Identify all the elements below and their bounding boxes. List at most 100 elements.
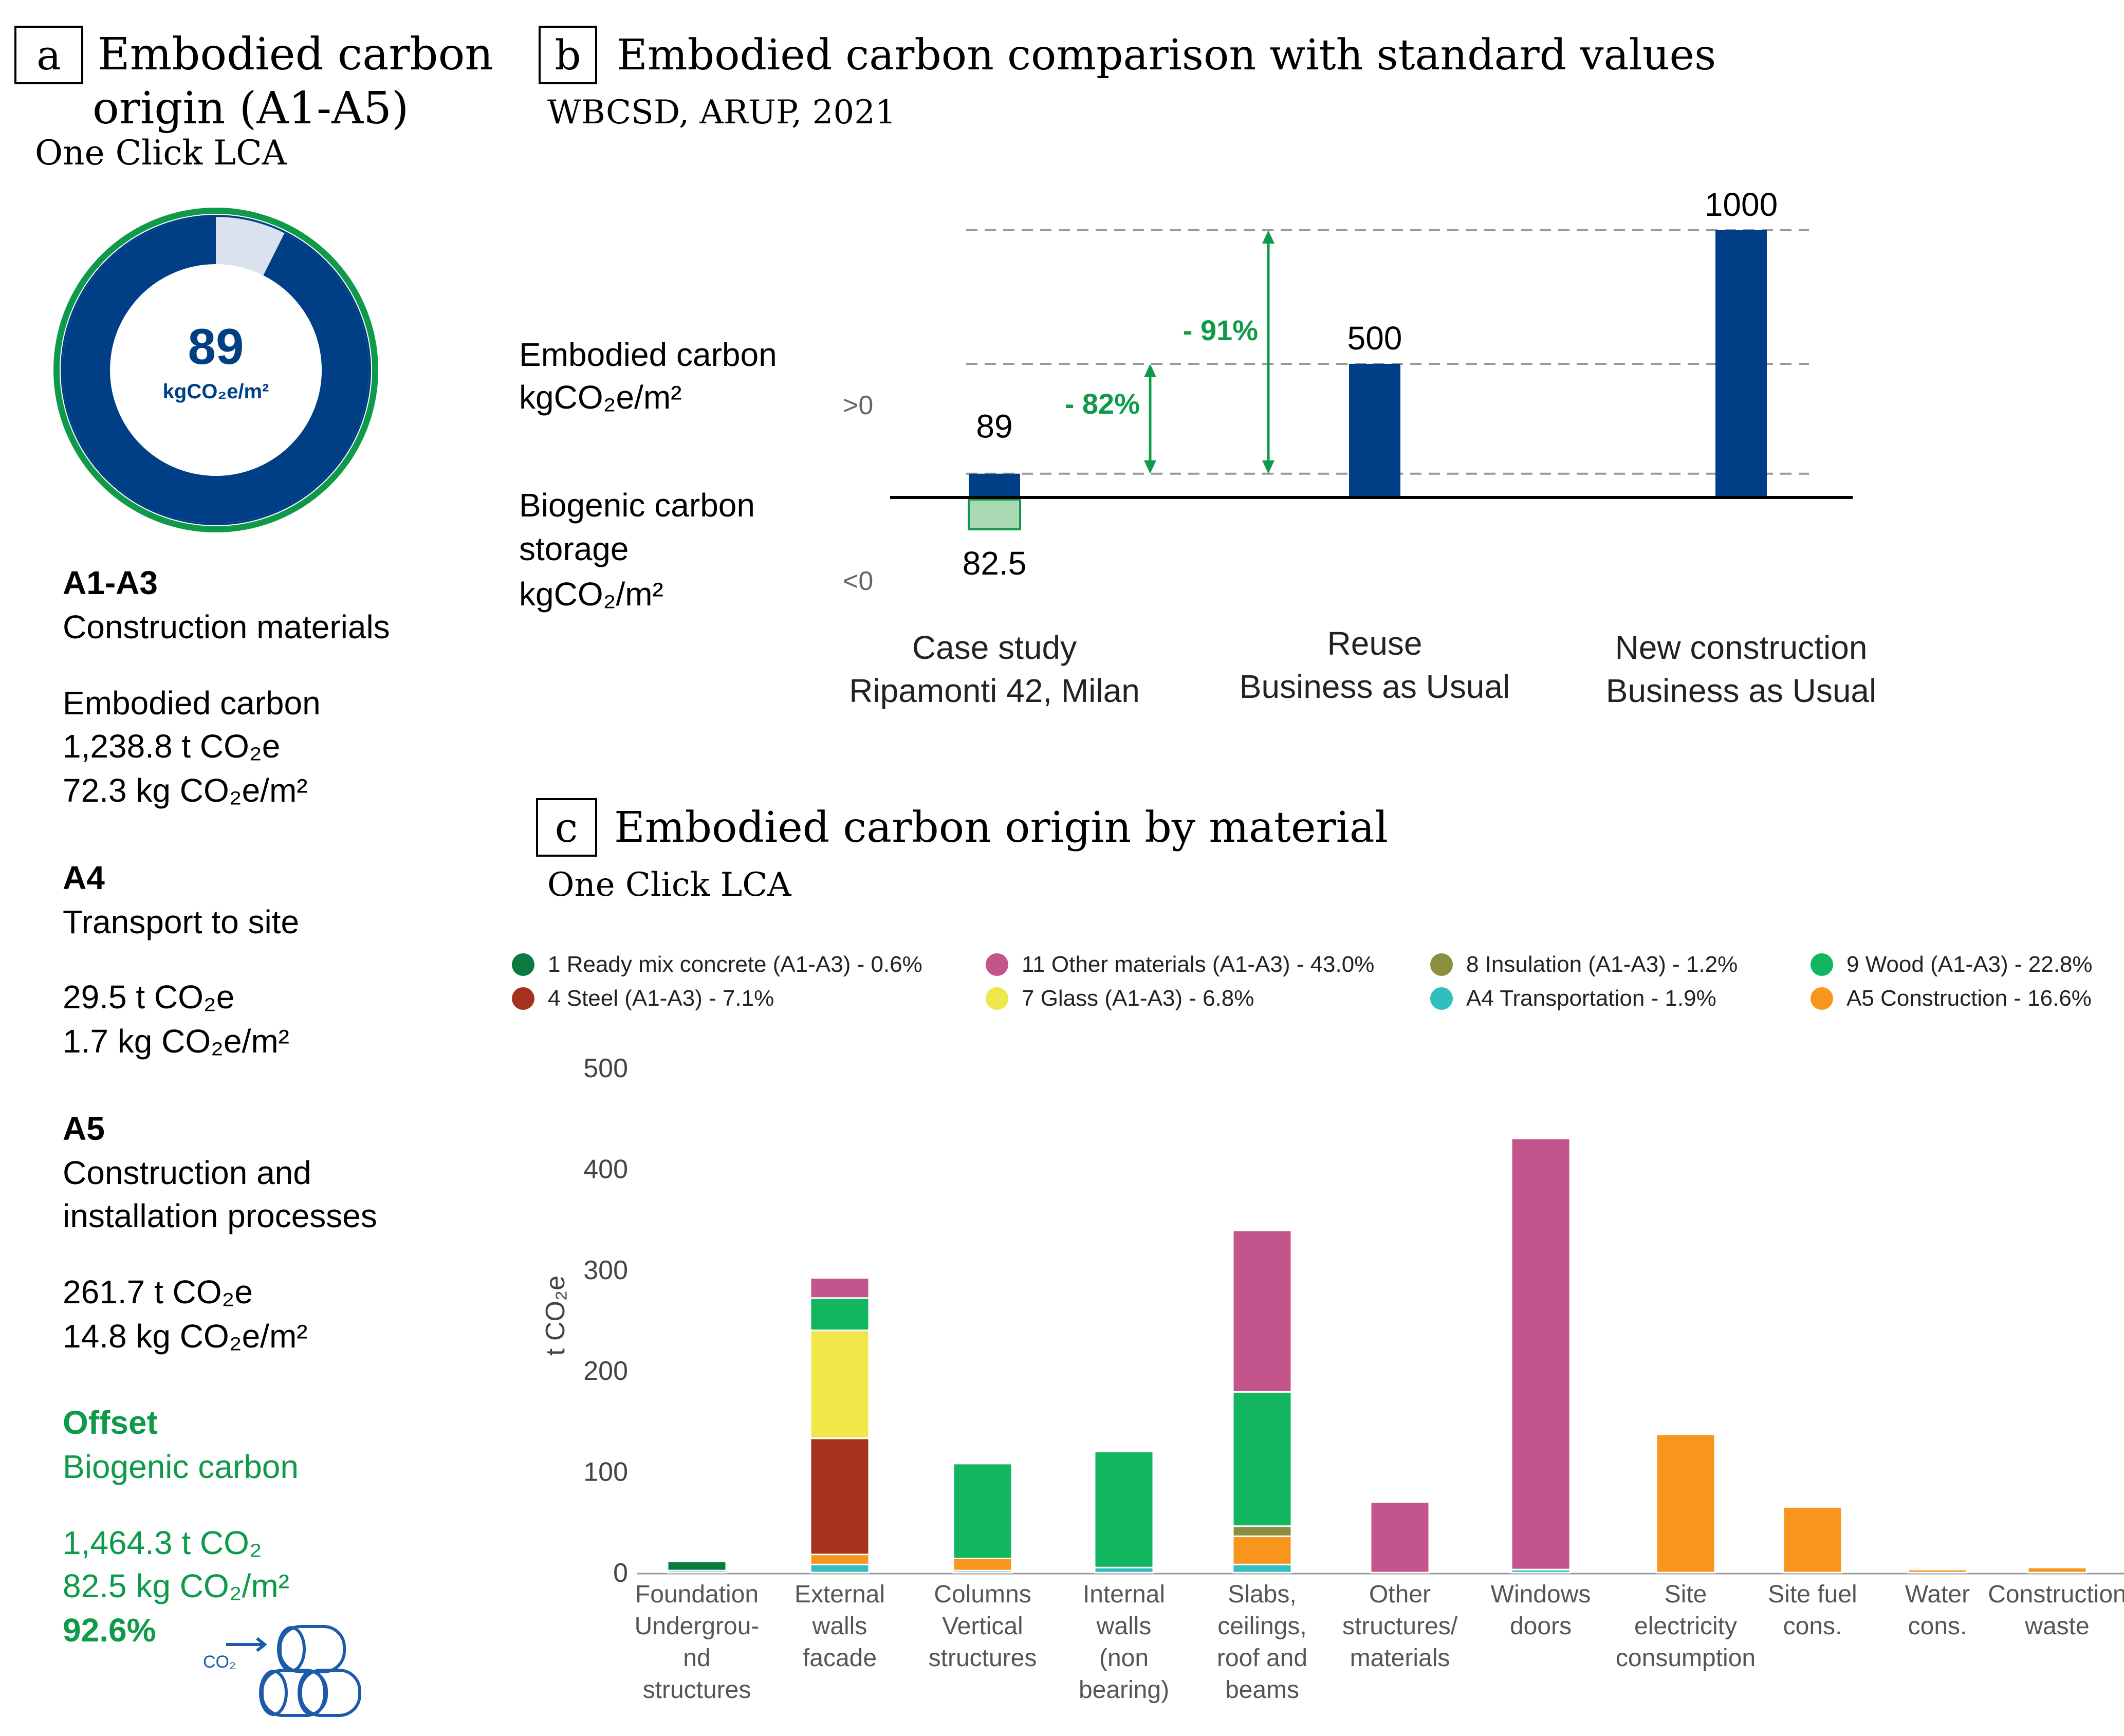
- bar-value-label: 89: [976, 408, 1012, 445]
- x-category-label: Slabs,: [1228, 1581, 1296, 1608]
- x-category-label: nd: [683, 1645, 710, 1672]
- x-category-label: doors: [1510, 1613, 1572, 1640]
- stacked-bar-segment: [952, 1463, 1013, 1560]
- x-category-label: walls: [1096, 1613, 1152, 1640]
- stacked-bar-segment: [809, 1329, 870, 1439]
- x-category-label: Columns: [934, 1581, 1031, 1608]
- x-category-label: structures: [929, 1645, 1037, 1672]
- y-tick-label: 400: [583, 1154, 628, 1184]
- legend-label: 11 Other materials (A1-A3) - 43.0%: [1022, 952, 1374, 977]
- log-top-end: [277, 1626, 306, 1672]
- a5-value2: 14.8 kg CO₂e/m²: [63, 1318, 308, 1355]
- comparison-bar: [1349, 364, 1400, 497]
- b-ylabel-neg-line2: storage: [519, 530, 629, 567]
- legend-label: 8 Insulation (A1-A3) - 1.2%: [1466, 952, 1738, 977]
- legend-swatch: [1811, 987, 1833, 1010]
- x-category-label: waste: [2024, 1613, 2089, 1640]
- y-tick-label: 0: [613, 1558, 628, 1588]
- b-ylabel-neg-tag: <0: [843, 566, 873, 596]
- panel-a-title-line2: origin (A1-A5): [93, 83, 409, 134]
- a5-line1: Construction and: [63, 1154, 311, 1191]
- panel-c-source: One Click LCA: [547, 866, 791, 904]
- x-category-label: Windows: [1491, 1581, 1591, 1608]
- donut-chart: 89 kgCO₂e/m²: [53, 208, 378, 532]
- legend-swatch: [986, 987, 1008, 1010]
- legend-label: 4 Steel (A1-A3) - 7.1%: [548, 986, 774, 1011]
- category-label: Business as Usual: [1606, 672, 1876, 709]
- b-ylabel-neg-line1: Biogenic carbon: [519, 487, 755, 524]
- bar-value-label: 500: [1347, 320, 1402, 357]
- reduction-arrow-head-down: [1144, 460, 1156, 474]
- legend-label: 1 Ready mix concrete (A1-A3) - 0.6%: [548, 952, 922, 977]
- x-category-label: walls: [812, 1613, 867, 1640]
- stacked-bar-segment: [1232, 1535, 1292, 1565]
- bar-value-label: 1000: [1705, 186, 1778, 223]
- reduction-arrow-head-up: [1262, 230, 1275, 244]
- comparison-bar: [1715, 230, 1767, 497]
- a1a3-value2: 72.3 kg CO₂e/m²: [63, 772, 308, 809]
- category-label: New construction: [1615, 629, 1868, 666]
- y-tick-label: 100: [583, 1457, 628, 1487]
- log-bottom-right-end: [298, 1670, 326, 1716]
- panel-c-letter: c: [555, 804, 578, 852]
- legend-swatch: [1430, 987, 1453, 1010]
- offset-percent: 92.6%: [63, 1612, 156, 1649]
- x-category-label: roof and: [1217, 1645, 1307, 1672]
- legend-swatch: [512, 987, 534, 1010]
- panel-a: a Embodied carbon origin (A1-A5) One Cli…: [14, 26, 493, 1717]
- log-bottom-left: [261, 1669, 328, 1717]
- panel-a-letter: a: [36, 31, 61, 79]
- log-bottom-left-end: [259, 1670, 288, 1716]
- x-category-label: beams: [1225, 1676, 1299, 1704]
- x-category-label: Foundation: [635, 1581, 759, 1608]
- panel-c: c Embodied carbon origin by material One…: [512, 798, 2124, 1704]
- biogenic-bar: [968, 498, 1021, 530]
- b-ylabel-neg-line3: kgCO₂/m²: [519, 576, 663, 613]
- legend-swatch: [1811, 953, 1833, 976]
- x-category-label: facade: [803, 1645, 877, 1672]
- x-category-label: Site fuel: [1768, 1581, 1857, 1608]
- a4-heading: A4: [63, 859, 105, 896]
- y-tick-label: 300: [583, 1255, 628, 1285]
- y-tick-label: 200: [583, 1356, 628, 1386]
- a1a3-value1: 1,238.8 t CO₂e: [63, 728, 280, 765]
- donut-value: 89: [188, 318, 244, 375]
- x-category-label: cons.: [1908, 1613, 1967, 1640]
- x-category-label: Vertical: [942, 1613, 1023, 1640]
- stacked-bar-segment: [809, 1554, 870, 1565]
- category-label: Case study: [912, 629, 1077, 666]
- donut-outer-ring: [53, 208, 378, 532]
- b-ylabel-pos-tag: >0: [843, 391, 873, 420]
- panel-b-title: Embodied carbon comparison with standard…: [617, 31, 1716, 80]
- x-category-label: Internal: [1083, 1581, 1165, 1608]
- stacked-bar-segment: [1782, 1506, 1843, 1574]
- x-category-label: Other: [1369, 1581, 1431, 1608]
- legend-swatch: [1430, 953, 1453, 976]
- stacked-bar-segment: [1907, 1568, 1968, 1574]
- legend-label: A4 Transportation - 1.9%: [1466, 986, 1716, 1011]
- stacked-bar-segment: [1370, 1501, 1430, 1574]
- offset-value2: 82.5 kg CO₂/m²: [63, 1567, 289, 1604]
- b-ylabel-pos-line2: kgCO₂e/m²: [519, 379, 681, 416]
- x-category-label: External: [795, 1581, 885, 1608]
- comparison-chart: 89 Case study Ripamonti 42, Milan 500 Reuse B…: [849, 186, 1876, 709]
- a4-value2: 1.7 kg CO₂e/m²: [63, 1023, 289, 1060]
- panel-b-letter-box: [539, 26, 597, 84]
- stacked-bar-segment: [809, 1297, 870, 1332]
- stacked-bar-segment: [809, 1437, 870, 1556]
- panel-a-letter-box: [14, 26, 83, 84]
- x-category-label: materials: [1350, 1645, 1450, 1672]
- donut-outline-outer: [61, 215, 371, 525]
- co2-icon-label: CO₂: [203, 1652, 236, 1672]
- x-category-label: electricity: [1634, 1613, 1737, 1640]
- panel-b-letter: b: [555, 31, 581, 79]
- x-category-label: Undergrou-: [635, 1613, 760, 1640]
- legend-swatch: [512, 953, 534, 976]
- panel-b-source: WBCSD, ARUP, 2021: [547, 94, 896, 132]
- legend-label: 9 Wood (A1-A3) - 22.8%: [1846, 952, 2093, 977]
- stacked-bar-segment: [809, 1563, 870, 1574]
- panel-c-title: Embodied carbon origin by material: [614, 803, 1388, 852]
- offset-value1: 1,464.3 t CO₂: [63, 1524, 262, 1561]
- x-category-label: Construction: [1988, 1581, 2124, 1608]
